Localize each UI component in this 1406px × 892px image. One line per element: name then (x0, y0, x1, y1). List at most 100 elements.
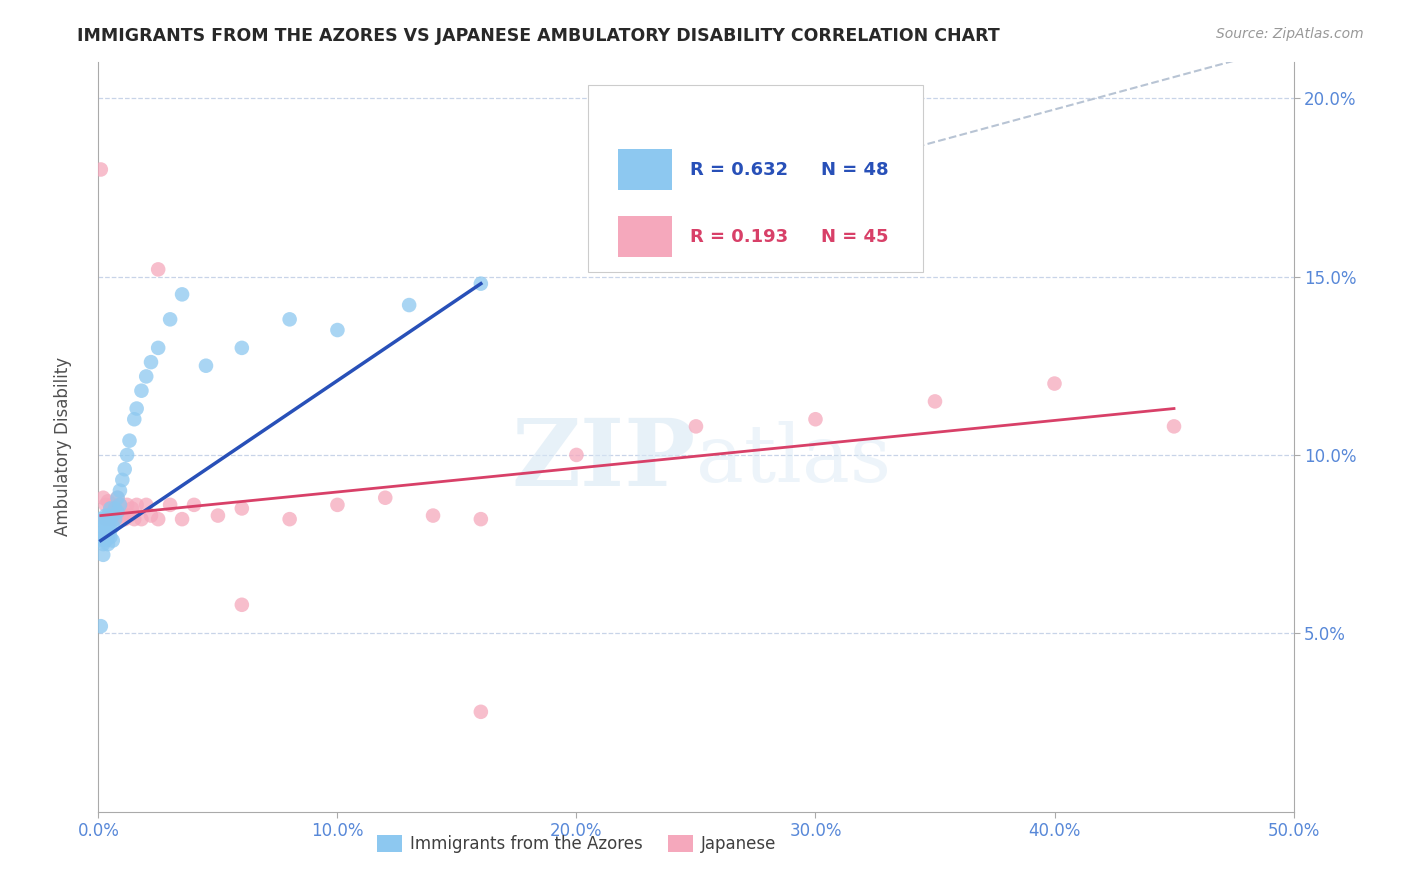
Point (115, 498, 138, 512)
Point (326, 498, 349, 512)
Point (94, 512, 117, 526)
Point (139, 355, 162, 369)
Point (135, 498, 157, 512)
Point (207, 508, 229, 523)
Point (90, 526, 112, 541)
Point (139, 508, 162, 523)
Text: IMMIGRANTS FROM THE AZORES VS JAPANESE AMBULATORY DISABILITY CORRELATION CHART: IMMIGRANTS FROM THE AZORES VS JAPANESE A… (77, 27, 1000, 45)
Point (398, 298, 420, 312)
Point (470, 277, 492, 291)
Point (98, 501, 122, 516)
Point (101, 508, 124, 523)
Legend: Immigrants from the Azores, Japanese: Immigrants from the Azores, Japanese (370, 828, 783, 860)
Point (91, 491, 114, 505)
Point (101, 498, 124, 512)
Point (111, 473, 134, 487)
Point (94, 508, 117, 523)
Point (124, 412, 146, 426)
Point (231, 501, 253, 516)
Point (326, 323, 349, 337)
Point (104, 501, 127, 516)
Point (1163, 419, 1185, 434)
Text: ZIP: ZIP (512, 415, 696, 505)
Text: Ambulatory Disability: Ambulatory Disability (55, 357, 72, 535)
Point (91, 537, 114, 551)
Point (97, 537, 120, 551)
Point (115, 448, 138, 462)
Point (374, 491, 396, 505)
Point (121, 501, 143, 516)
Point (231, 341, 253, 355)
Point (685, 419, 707, 434)
Point (148, 341, 170, 355)
Point (125, 498, 148, 512)
Point (101, 533, 124, 548)
Point (114, 462, 136, 476)
Point (195, 359, 218, 373)
Point (98, 530, 122, 544)
Point (94, 523, 117, 537)
Point (108, 498, 131, 512)
Text: R = 0.193: R = 0.193 (690, 228, 789, 246)
Point (97, 508, 120, 523)
Point (148, 262, 170, 277)
Point (125, 401, 148, 416)
Point (470, 705, 492, 719)
Point (124, 512, 146, 526)
Point (118, 508, 141, 523)
Point (91, 548, 114, 562)
Point (131, 384, 153, 398)
Point (94, 519, 117, 533)
Bar (619, 216, 672, 257)
Point (90, 533, 112, 548)
Point (924, 394, 946, 409)
Point (98, 501, 122, 516)
Point (131, 512, 153, 526)
Point (183, 498, 205, 512)
Point (159, 498, 181, 512)
Point (94, 512, 117, 526)
Point (118, 434, 141, 448)
Point (90, 162, 112, 177)
Point (470, 512, 492, 526)
Point (565, 448, 588, 462)
Point (104, 512, 127, 526)
Point (135, 369, 157, 384)
Point (172, 512, 194, 526)
Point (107, 491, 129, 505)
Point (114, 512, 136, 526)
Text: Source: ZipAtlas.com: Source: ZipAtlas.com (1216, 27, 1364, 41)
Point (91, 519, 114, 533)
Point (97, 530, 120, 544)
Point (278, 312, 301, 326)
Point (101, 508, 124, 523)
Point (90, 512, 112, 526)
Point (97, 508, 120, 523)
Text: N = 45: N = 45 (821, 228, 889, 246)
Point (107, 505, 129, 519)
Bar (619, 149, 672, 190)
Text: N = 48: N = 48 (821, 161, 889, 178)
Point (1043, 376, 1066, 391)
Point (422, 508, 444, 523)
Point (804, 412, 827, 426)
Point (94, 533, 117, 548)
Point (148, 512, 170, 526)
Point (104, 501, 127, 516)
Text: R = 0.632: R = 0.632 (690, 161, 789, 178)
Point (172, 287, 194, 301)
Point (91, 526, 114, 541)
Point (108, 498, 131, 512)
Point (107, 505, 129, 519)
Point (98, 512, 122, 526)
Point (98, 512, 122, 526)
Point (104, 512, 127, 526)
Point (101, 519, 124, 533)
Point (97, 494, 120, 508)
Point (94, 498, 117, 512)
Text: atlas: atlas (696, 420, 891, 499)
Point (278, 512, 301, 526)
Point (231, 598, 253, 612)
Point (90, 619, 112, 633)
Point (159, 312, 181, 326)
